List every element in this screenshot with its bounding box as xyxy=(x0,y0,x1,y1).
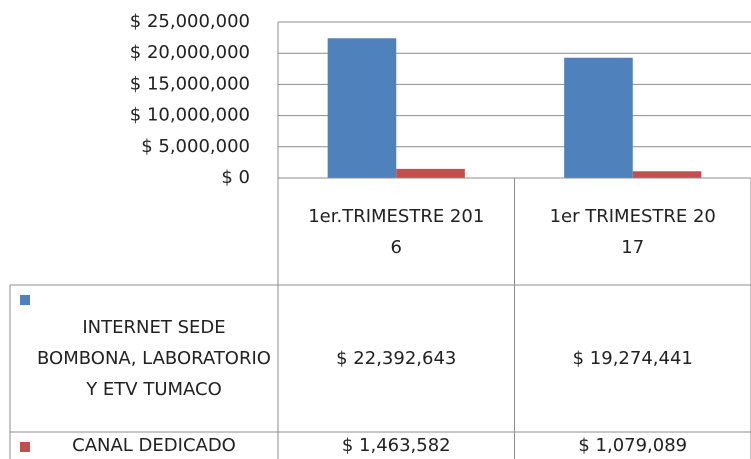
y-tick-label: $ 10,000,000 xyxy=(130,105,250,126)
y-tick-label: $ 5,000,000 xyxy=(141,136,250,157)
legend-key xyxy=(20,295,30,305)
bar xyxy=(327,38,397,178)
data-table-value: $ 22,392,643 xyxy=(336,348,457,369)
y-tick-label: $ 20,000,000 xyxy=(130,42,250,63)
legend-label: CANAL DEDICADO xyxy=(72,435,236,456)
legend-key xyxy=(20,442,30,452)
legend-label: INTERNET SEDE BOMBONA, LABORATORIO Y ETV… xyxy=(37,317,271,400)
data-table-value: $ 19,274,441 xyxy=(572,348,693,369)
y-tick-label: $ 25,000,000 xyxy=(130,11,250,32)
bar xyxy=(396,168,465,178)
y-tick-label: $ 0 xyxy=(221,167,250,188)
category-label: 1er TRIMESTRE 2017 xyxy=(549,205,716,258)
y-tick-label: $ 15,000,000 xyxy=(130,73,250,94)
category-label: 1er.TRIMESTRE 2016 xyxy=(308,205,485,258)
data-table-value: $ 1,463,582 xyxy=(341,435,451,456)
data-table-value: $ 1,079,089 xyxy=(578,435,688,456)
bar xyxy=(632,171,702,178)
bar xyxy=(564,57,633,178)
